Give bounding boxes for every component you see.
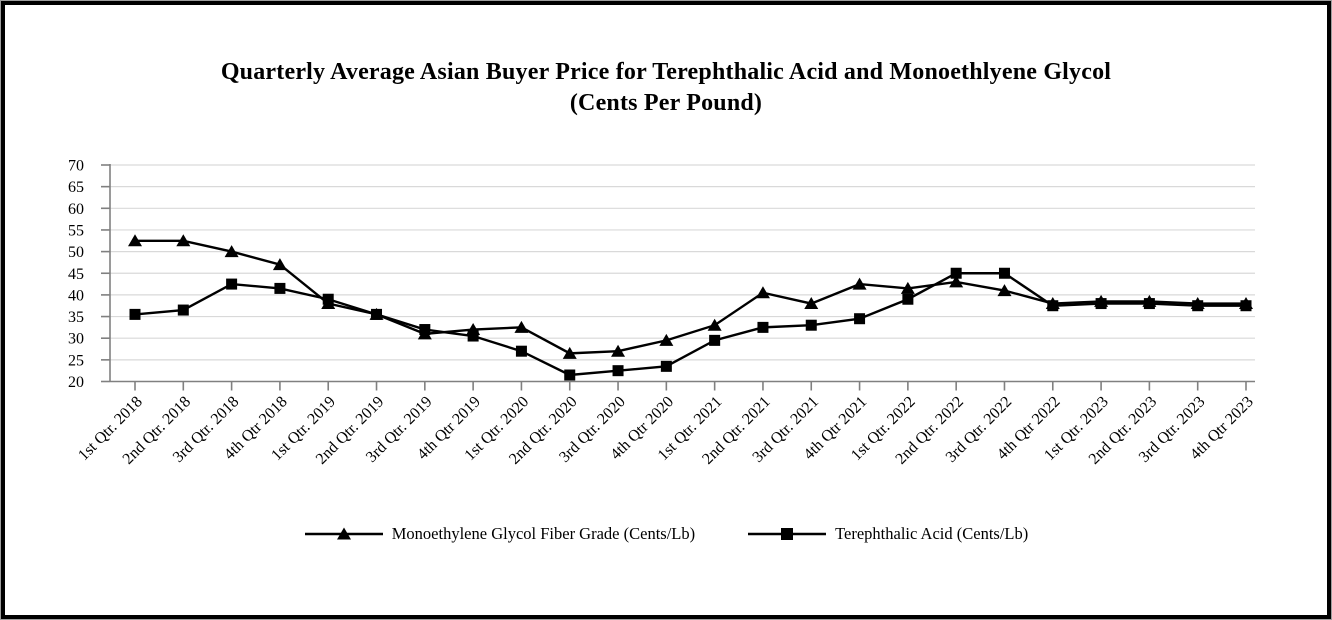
y-axis-label: 40 [68,287,84,304]
chart-title: Quarterly Average Asian Buyer Price for … [5,57,1327,119]
legend-label-terephthalic-acid: Terephthalic Acid (Cents/Lb) [835,524,1029,543]
y-axis-label: 50 [68,244,84,261]
triangle-data-point-marker [852,277,867,290]
monoethylene-glycol-series-line [135,239,1246,355]
square-data-point-marker [322,293,334,305]
triangle-data-point-marker [949,275,964,288]
y-axis-label: 60 [68,201,84,218]
y-axis-label: 30 [68,331,84,348]
chart-title-line1: Quarterly Average Asian Buyer Price for … [220,59,1112,85]
y-axis-label: 25 [68,352,84,369]
chart-legend: Monoethylene Glycol Fiber Grade (Cents/L… [5,524,1327,544]
square-data-point-marker [1047,300,1059,312]
triangle-data-point-marker [562,346,577,359]
legend-entry-monoethylene-glycol: Monoethylene Glycol Fiber Grade (Cents/L… [304,524,695,544]
triangle-data-point-marker [900,281,915,294]
square-data-point-marker [1143,298,1155,310]
y-axis-label: 45 [68,266,84,283]
triangle-data-point-marker [755,286,770,299]
y-axis-label: 55 [68,222,84,239]
y-axis-label: 20 [68,374,84,391]
square-data-point-marker [564,369,576,381]
triangle-marker-icon [304,527,383,540]
triangle-data-point-marker [707,318,722,331]
triangle-data-point-marker [176,234,191,247]
y-axis-label: 65 [68,179,84,196]
y-axis-label: 35 [68,309,84,326]
triangle-data-point-marker [997,284,1012,297]
square-data-point-marker [129,308,141,320]
legend-entry-terephthalic-acid: Terephthalic Acid (Cents/Lb) [747,524,1028,544]
square-data-point-marker [274,282,286,294]
square-data-point-marker [1240,300,1252,312]
square-data-point-marker [998,267,1010,279]
triangle-data-point-marker [224,245,239,258]
square-data-point-marker [612,365,624,377]
square-data-point-marker [1095,298,1107,310]
square-data-point-marker [1192,300,1204,312]
terephthalic-acid-series-line [134,272,1246,377]
chart-title-line2: (Cents Per Pound) [569,90,763,116]
square-data-point-marker [467,330,479,342]
y-axis-label: 70 [68,158,84,175]
triangle-data-point-marker [804,297,819,310]
square-data-point-marker [419,324,431,336]
square-data-point-marker [226,278,238,290]
square-data-point-marker [177,304,189,316]
square-data-point-marker [515,345,527,357]
square-data-point-marker [950,267,962,279]
square-data-point-marker [854,313,866,325]
triangle-data-point-marker [659,333,674,346]
legend-label-monoethylene-glycol: Monoethylene Glycol Fiber Grade (Cents/L… [391,524,696,543]
square-data-point-marker [902,293,914,305]
square-data-point-marker [371,308,383,320]
triangle-data-point-marker [514,320,529,333]
square-data-point-marker [660,360,672,372]
square-data-point-marker [805,319,817,331]
triangle-data-point-marker [272,258,287,271]
square-data-point-marker [709,334,721,346]
triangle-data-point-marker [611,344,626,357]
triangle-data-point-marker [128,234,142,247]
square-marker-icon [748,528,827,540]
square-data-point-marker [757,321,769,333]
